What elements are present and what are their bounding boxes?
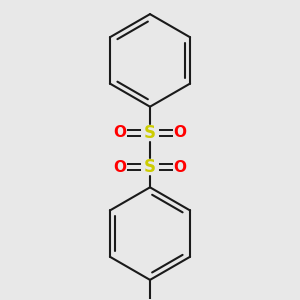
Text: S: S — [144, 124, 156, 142]
Text: O: O — [173, 160, 186, 175]
Text: S: S — [144, 158, 156, 176]
Text: O: O — [114, 125, 127, 140]
Text: O: O — [173, 125, 186, 140]
Text: O: O — [114, 160, 127, 175]
